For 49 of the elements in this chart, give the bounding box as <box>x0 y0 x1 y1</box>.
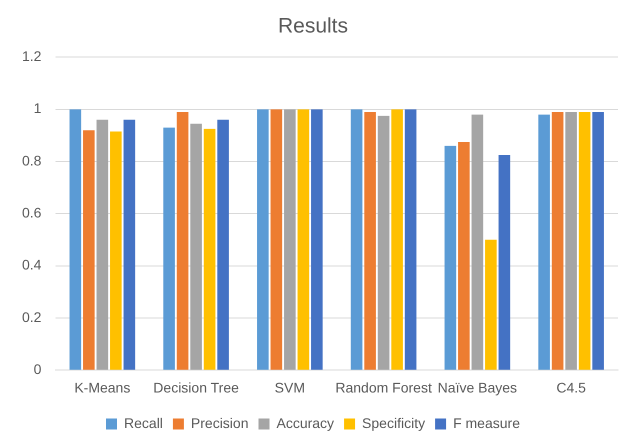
bar <box>163 128 175 370</box>
y-tick-label: 0 <box>34 361 42 378</box>
legend-label: Precision <box>190 414 249 431</box>
bar <box>444 146 456 370</box>
bar <box>458 142 470 370</box>
y-tick-label: 0.6 <box>22 204 42 221</box>
legend-label: Specificity <box>362 414 426 431</box>
y-tick-label: 1.2 <box>22 48 42 64</box>
bar <box>176 112 188 370</box>
bar <box>404 109 416 370</box>
x-tick-label: C4.5 <box>556 379 586 396</box>
bar <box>83 130 95 370</box>
bar <box>298 109 310 370</box>
bar <box>270 109 282 370</box>
bar <box>592 112 604 370</box>
bar <box>284 109 296 370</box>
bar <box>364 112 376 370</box>
y-tick-label: 1 <box>34 100 42 116</box>
bar <box>190 124 202 370</box>
bar <box>204 128 216 370</box>
legend-label: F measure <box>453 414 520 431</box>
x-tick-label: K-Means <box>74 379 130 396</box>
y-tick-label: 0.2 <box>22 308 42 325</box>
y-tick-label: 0.8 <box>22 152 42 168</box>
bar <box>485 240 497 370</box>
x-tick-label: Naïve Bayes <box>438 379 518 396</box>
bar <box>124 120 136 370</box>
bar <box>350 109 362 370</box>
bar <box>311 109 323 370</box>
bar <box>552 112 564 370</box>
legend-label: Accuracy <box>276 414 334 431</box>
bar <box>578 112 590 370</box>
bar <box>565 112 577 370</box>
bar <box>70 109 82 370</box>
legend-label: Recall <box>124 414 163 431</box>
bar <box>378 116 390 370</box>
x-tick-label: Random Forest <box>335 379 432 396</box>
bar <box>391 109 403 370</box>
bar <box>110 132 122 370</box>
bar <box>96 120 108 370</box>
chart-title: Results <box>278 14 348 38</box>
x-tick-label: Decision Tree <box>153 379 240 396</box>
y-tick-label: 0.4 <box>22 256 42 273</box>
bar <box>472 114 484 370</box>
bar <box>498 155 510 370</box>
bar <box>538 114 550 370</box>
bar <box>257 109 269 370</box>
x-tick-label: SVM <box>274 379 306 396</box>
bar <box>217 120 229 370</box>
